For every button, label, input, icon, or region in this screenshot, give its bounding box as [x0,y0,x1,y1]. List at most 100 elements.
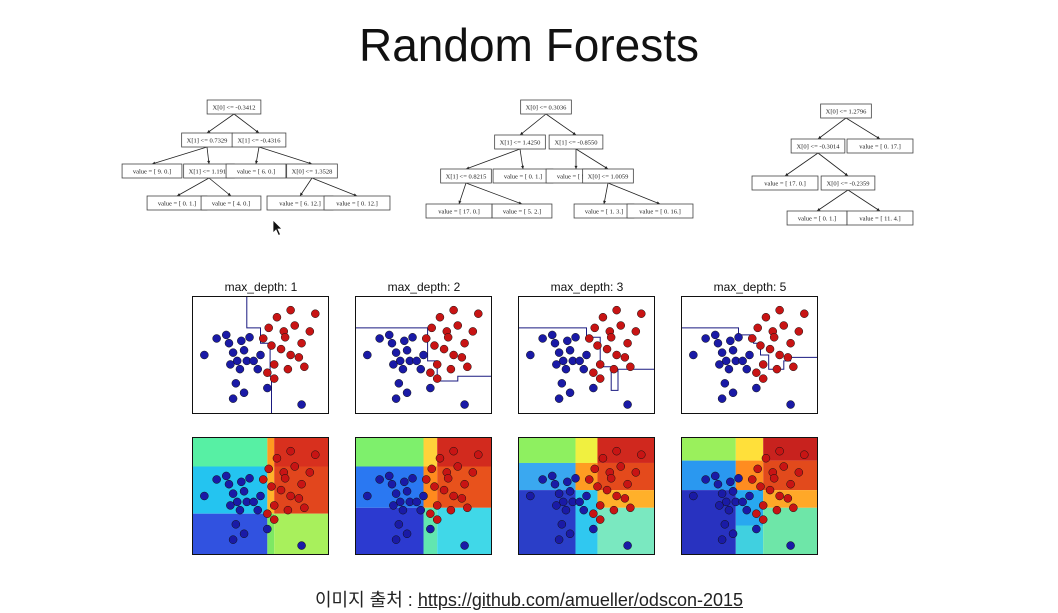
point-class-0 [263,524,272,534]
point-class-0 [460,541,469,550]
point-class-0 [256,491,265,501]
tree-edge-arrow [574,165,578,169]
point-class-0 [235,505,245,515]
point-class-1 [443,333,453,342]
point-class-0 [711,471,720,481]
tree-node-label: X[1] <= -0.8550 [555,139,598,146]
point-class-0 [394,520,404,529]
tree-node-label: value = [ 0. 1.] [158,200,196,207]
point-class-0 [385,330,394,340]
point-class-1 [758,515,768,524]
probability-region [423,437,438,467]
point-class-1 [612,491,621,501]
point-class-1 [626,362,635,372]
tree-edge-arrow [255,129,259,133]
tree-node: X[1] <= 0.8215 [440,168,492,184]
point-class-1 [769,333,779,342]
point-class-0 [375,475,384,484]
point-class-0 [717,535,727,544]
point-class-1 [593,482,602,491]
point-class-0 [734,333,743,342]
tree-node-label: value = [ 0. 12.] [336,200,378,207]
point-class-0 [256,350,265,360]
tree-node: value = [ 0. 1.] [492,168,554,184]
point-class-0 [734,474,743,483]
point-class-1 [606,474,616,483]
point-class-0 [400,477,409,487]
point-class-1 [463,503,472,513]
tree-node-label: value = [ 0. 1.] [798,215,836,222]
panel-title: max_depth: 3 [550,280,624,294]
point-class-1 [637,450,646,459]
point-class-1 [789,362,798,372]
tree-edge [607,182,661,205]
point-class-1 [747,475,757,484]
point-class-1 [775,350,784,360]
tree-edge-arrow [458,200,462,204]
point-class-0 [715,501,724,510]
point-class-1 [269,360,279,369]
tree-node: value = [ 1. 3.] [573,203,635,219]
tree-edge [208,177,232,197]
point-class-0 [571,333,580,342]
point-class-1 [626,503,635,513]
probability-region [437,437,492,467]
point-class-1 [612,446,621,456]
point-class-1 [789,503,798,513]
panel-title: max_depth: 2 [387,280,461,294]
tree-node-label: value = [ 5. 2.] [503,208,541,215]
point-class-1 [753,323,762,333]
point-class-0 [726,336,735,346]
point-class-0 [395,497,405,507]
point-class-0 [200,350,209,360]
tree-edge [311,177,358,197]
point-class-0 [245,333,254,342]
point-class-1 [590,323,599,333]
probability-region [763,437,818,461]
point-class-1 [758,374,768,383]
point-class-0 [232,497,242,507]
tree-node-label: value = [ 0. 1.] [504,173,542,180]
tree-node: X[1] <= 0.7329 [181,132,233,148]
point-class-0 [363,350,372,360]
point-class-0 [228,535,238,544]
tree-edge-arrow [520,131,524,135]
point-class-1 [609,364,619,374]
point-class-1 [756,482,765,491]
tree-edge-arrow [177,193,181,196]
tree-node: value = [ 17. 0.] [751,175,819,191]
point-class-1 [449,350,458,360]
source-link[interactable]: https://github.com/amueller/odscon-2015 [417,590,743,610]
point-class-0 [554,489,564,498]
tree-node-label: value = [ 17. 0.] [438,208,480,215]
probability-region [735,437,764,461]
point-class-1 [620,494,630,503]
tree-3: X[0] <= 1.2796 X[0] <= -0.3014 value = [ 0… [751,103,914,226]
point-class-0 [224,338,234,348]
tree-edge-arrow [207,160,211,164]
point-class-1 [595,360,605,369]
point-class-1 [468,468,478,477]
tree-edge-arrow [876,207,880,211]
point-class-0 [426,524,435,534]
point-class-1 [779,321,788,330]
point-class-1 [311,309,320,318]
point-class-1 [283,364,293,374]
tree-edge [845,117,881,140]
point-class-1 [474,309,483,318]
mouse-cursor-icon [272,219,283,237]
point-class-0 [426,383,435,393]
point-class-1 [457,353,467,362]
point-class-1 [752,368,761,377]
tree-node: value = [ 17. 0.] [425,203,493,219]
tree-node: X[1] <= 1.4250 [494,134,546,150]
tree-node-label: X[1] <= -0.4316 [238,137,282,144]
point-class-0 [239,529,249,539]
probability-region [355,437,424,467]
point-class-1 [772,505,782,515]
tree-node-label: X[0] <= 0.3036 [526,104,567,111]
point-class-1 [756,341,765,350]
panel-title: max_depth: 5 [713,280,787,294]
point-class-0 [623,541,632,550]
point-class-1 [276,344,286,354]
